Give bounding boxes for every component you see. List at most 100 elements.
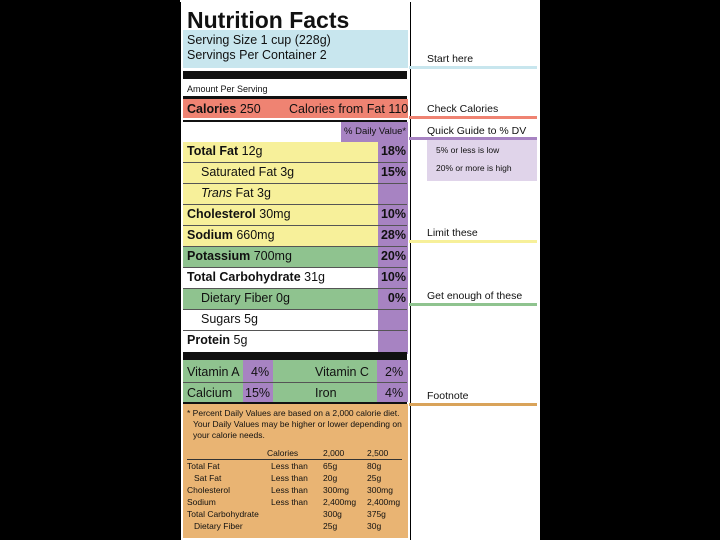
iron-dv: 4% — [385, 386, 404, 400]
nutrition-label: Nutrition Facts Serving Size 1 cup (228g… — [180, 2, 411, 540]
dv-saturated-fat: 15% — [380, 165, 406, 179]
dv-dietary-fiber: 0% — [387, 291, 406, 305]
footnote-row-2000: 25g — [323, 521, 338, 531]
annotation-line-calories — [409, 116, 537, 119]
serving-size: Serving Size 1 cup (228g) — [187, 33, 331, 47]
dv-cholesterol: 10% — [380, 207, 406, 221]
footnote-header-2000: 2,000 — [323, 448, 345, 458]
annotation-line-start — [409, 66, 537, 69]
medium-rule-calories — [183, 96, 407, 99]
footnote-row-limit: Less than — [271, 485, 308, 495]
calories-from-fat: Calories from Fat 110 — [289, 102, 409, 116]
annotation-low: 5% or less is low — [436, 145, 500, 155]
nutrient-dietary-fiber: Dietary Fiber 0g — [201, 291, 290, 305]
daily-value-header: % Daily Value* — [344, 126, 407, 137]
vitamin-a-dv: 4% — [251, 365, 270, 379]
rule — [183, 288, 407, 289]
rule — [183, 225, 407, 226]
footnote-row-limit: Less than — [271, 461, 308, 471]
footnote-row-name: Dietary Fiber — [194, 521, 243, 531]
rule — [183, 246, 407, 247]
footnote-row-2000: 65g — [323, 461, 338, 471]
vitamin-c-dv: 2% — [385, 365, 404, 379]
footnote-table-rule — [187, 459, 402, 460]
nutrient-cholesterol: Cholesterol 30mg — [187, 207, 291, 221]
calcium: Calcium — [187, 386, 233, 400]
calories-highlight — [183, 99, 408, 118]
servings-per-container: Servings Per Container 2 — [187, 48, 327, 62]
dv-header-highlight — [341, 122, 408, 142]
footnote-row-2000: 2,400mg — [323, 497, 357, 507]
footnote-row-limit: Less than — [271, 473, 308, 483]
vitamin-c-dv-highlight — [377, 360, 408, 402]
footnote-line-1: * Percent Daily Values are based on a 2,… — [187, 408, 400, 418]
rule — [183, 183, 407, 184]
serving-highlight — [183, 30, 408, 68]
footnote-row-name: Cholesterol — [187, 485, 230, 495]
footnote-header-calories: Calories — [267, 448, 299, 458]
limit-highlight — [183, 142, 378, 246]
footnote-row-name: Sodium — [187, 497, 216, 507]
footnote-row-2000: 20g — [323, 473, 338, 483]
footnote-row-limit: Less than — [271, 497, 308, 507]
label-title: Nutrition Facts — [187, 7, 350, 33]
nutrient-protein: Protein 5g — [187, 333, 248, 347]
footnote-line-3: your calorie needs. — [193, 430, 265, 440]
vitamin-a: Vitamin A — [187, 365, 240, 379]
rule — [183, 309, 407, 310]
rule — [183, 330, 407, 331]
rule-footnote — [183, 402, 407, 404]
potassium-highlight — [183, 246, 378, 267]
thick-rule-vitamins — [183, 352, 407, 360]
nutrient-saturated-fat: Saturated Fat 3g — [201, 165, 295, 179]
fiber-highlight — [183, 288, 378, 309]
annotation-high: 20% or more is high — [436, 163, 512, 173]
nutrient-trans-fat: Trans Fat 3g — [201, 186, 271, 200]
footnote-row-2500: 375g — [367, 509, 386, 519]
nutrient-total-carbohydrate: Total Carbohydrate 31g — [187, 270, 326, 284]
rule — [183, 162, 407, 163]
footnote-row-name: Total Carbohydrate — [187, 509, 259, 519]
footnote-row-name: Sat Fat — [194, 473, 222, 483]
medium-rule-dv — [183, 120, 407, 122]
footnote-row-2500: 30g — [367, 521, 382, 531]
footnote-highlight — [183, 404, 408, 538]
rule — [183, 267, 407, 268]
rule — [183, 382, 407, 383]
dv-column-highlight — [378, 142, 408, 354]
nutrient-sodium: Sodium 660mg — [187, 228, 275, 242]
iron: Iron — [315, 386, 337, 400]
footnote-row-name: Total Fat — [187, 461, 220, 471]
vitamins-highlight — [183, 360, 408, 402]
calories-label: Calories 250 — [187, 102, 261, 116]
footnote-row-2500: 25g — [367, 473, 382, 483]
amount-per-serving: Amount Per Serving — [187, 84, 268, 94]
vitamin-a-dv-highlight — [243, 360, 273, 402]
annotation-line-footnote — [409, 403, 537, 406]
annotation-quick-guide: Quick Guide to % DV — [427, 125, 527, 137]
footnote-header-2500: 2,500 — [367, 448, 389, 458]
nutrient-sugars: Sugars 5g — [201, 312, 258, 326]
annotation-start-here: Start here — [427, 53, 474, 65]
footnote-line-2: Your Daily Values may be higher or lower… — [193, 419, 402, 429]
annotation-footnote: Footnote — [427, 390, 469, 402]
thick-rule-top — [183, 71, 407, 79]
annotation-limit-these: Limit these — [427, 227, 478, 239]
dv-total-fat: 18% — [380, 144, 406, 158]
footnote-row-2500: 300mg — [367, 485, 393, 495]
footnote-row-2000: 300g — [323, 509, 342, 519]
calcium-dv: 15% — [245, 386, 271, 400]
vitamin-c: Vitamin C — [315, 365, 369, 379]
footnote-row-2500: 2,400mg — [367, 497, 401, 507]
annotation-line-get-enough — [409, 303, 537, 306]
dv-potassium: 20% — [380, 249, 406, 263]
nutrient-total-fat: Total Fat 12g — [187, 144, 263, 158]
footnote-row-2000: 300mg — [323, 485, 349, 495]
annotation-line-limit — [409, 240, 537, 243]
annotation-get-enough: Get enough of these — [427, 290, 523, 302]
nutrient-potassium: Potassium 700mg — [187, 249, 292, 263]
quick-guide-box — [427, 140, 537, 181]
rule — [183, 204, 407, 205]
dv-total-carbohydrate: 10% — [380, 270, 406, 284]
annotation-check-calories: Check Calories — [427, 103, 499, 115]
